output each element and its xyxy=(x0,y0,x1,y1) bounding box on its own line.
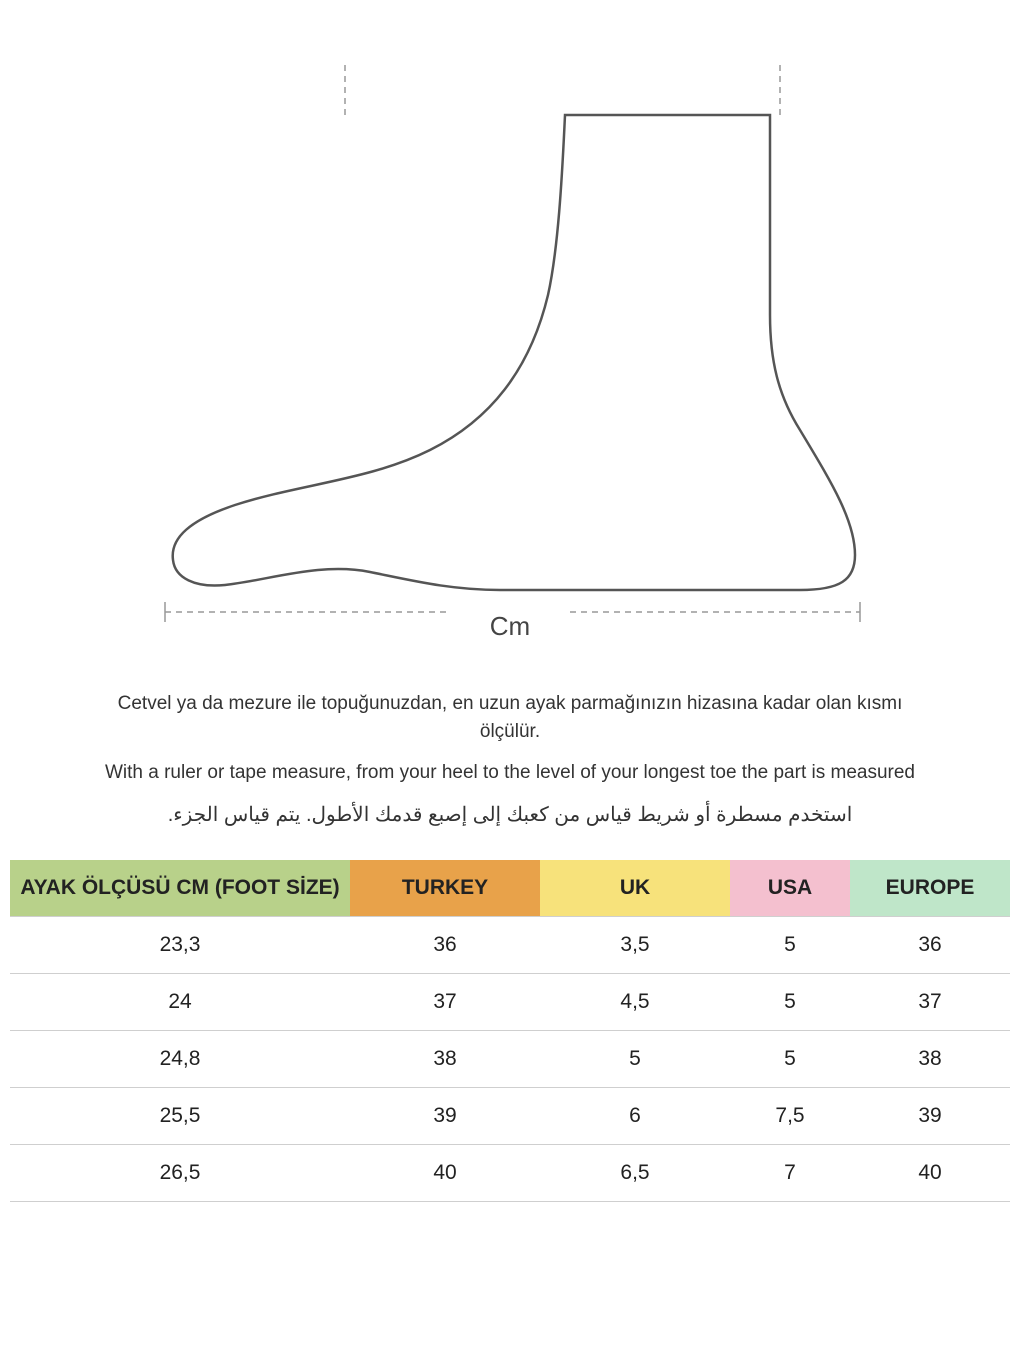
col-header-turkey: TURKEY xyxy=(350,860,540,917)
cell-europe: 39 xyxy=(850,1087,1010,1144)
unit-label: Cm xyxy=(482,611,538,642)
table-row: 23,3363,5536 xyxy=(10,916,1010,973)
table-body: 23,3363,553624374,553724,838553825,53967… xyxy=(10,916,1010,1201)
cell-uk: 5 xyxy=(540,1030,730,1087)
table-header-row: AYAK ÖLÇÜSÜ CM (FOOT SİZE) TURKEY UK USA… xyxy=(10,860,1010,917)
cell-turkey: 39 xyxy=(350,1087,540,1144)
cell-uk: 3,5 xyxy=(540,916,730,973)
instructions-block: Cetvel ya da mezure ile topuğunuzdan, en… xyxy=(100,690,920,830)
cell-usa: 5 xyxy=(730,1030,850,1087)
cell-foot_cm: 25,5 xyxy=(10,1087,350,1144)
table-row: 24,8385538 xyxy=(10,1030,1010,1087)
col-header-europe: EUROPE xyxy=(850,860,1010,917)
col-header-uk: UK xyxy=(540,860,730,917)
instruction-ar: استخدم مسطرة أو شريط قياس من كعبك إلى إص… xyxy=(100,801,920,830)
cell-europe: 37 xyxy=(850,973,1010,1030)
cell-uk: 6,5 xyxy=(540,1144,730,1201)
cell-usa: 7 xyxy=(730,1144,850,1201)
cell-turkey: 38 xyxy=(350,1030,540,1087)
cell-europe: 38 xyxy=(850,1030,1010,1087)
foot-outline-path xyxy=(173,115,855,590)
col-header-foot-size: AYAK ÖLÇÜSÜ CM (FOOT SİZE) xyxy=(10,860,350,917)
cell-usa: 5 xyxy=(730,916,850,973)
cell-foot_cm: 26,5 xyxy=(10,1144,350,1201)
cell-turkey: 40 xyxy=(350,1144,540,1201)
cell-foot_cm: 24 xyxy=(10,973,350,1030)
cell-usa: 5 xyxy=(730,973,850,1030)
cell-uk: 4,5 xyxy=(540,973,730,1030)
instruction-tr: Cetvel ya da mezure ile topuğunuzdan, en… xyxy=(100,690,920,745)
cell-foot_cm: 23,3 xyxy=(10,916,350,973)
table-row: 25,53967,539 xyxy=(10,1087,1010,1144)
cell-foot_cm: 24,8 xyxy=(10,1030,350,1087)
foot-outline-svg xyxy=(0,0,1020,670)
cell-usa: 7,5 xyxy=(730,1087,850,1144)
table-row: 26,5406,5740 xyxy=(10,1144,1010,1201)
cell-europe: 40 xyxy=(850,1144,1010,1201)
foot-diagram: Cm xyxy=(0,0,1020,670)
cell-turkey: 37 xyxy=(350,973,540,1030)
size-conversion-table: AYAK ÖLÇÜSÜ CM (FOOT SİZE) TURKEY UK USA… xyxy=(10,860,1010,1202)
cell-turkey: 36 xyxy=(350,916,540,973)
table-row: 24374,5537 xyxy=(10,973,1010,1030)
instruction-en: With a ruler or tape measure, from your … xyxy=(100,759,920,787)
col-header-usa: USA xyxy=(730,860,850,917)
cell-uk: 6 xyxy=(540,1087,730,1144)
cell-europe: 36 xyxy=(850,916,1010,973)
size-guide-page: Cm Cetvel ya da mezure ile topuğunuzdan,… xyxy=(0,0,1020,1202)
